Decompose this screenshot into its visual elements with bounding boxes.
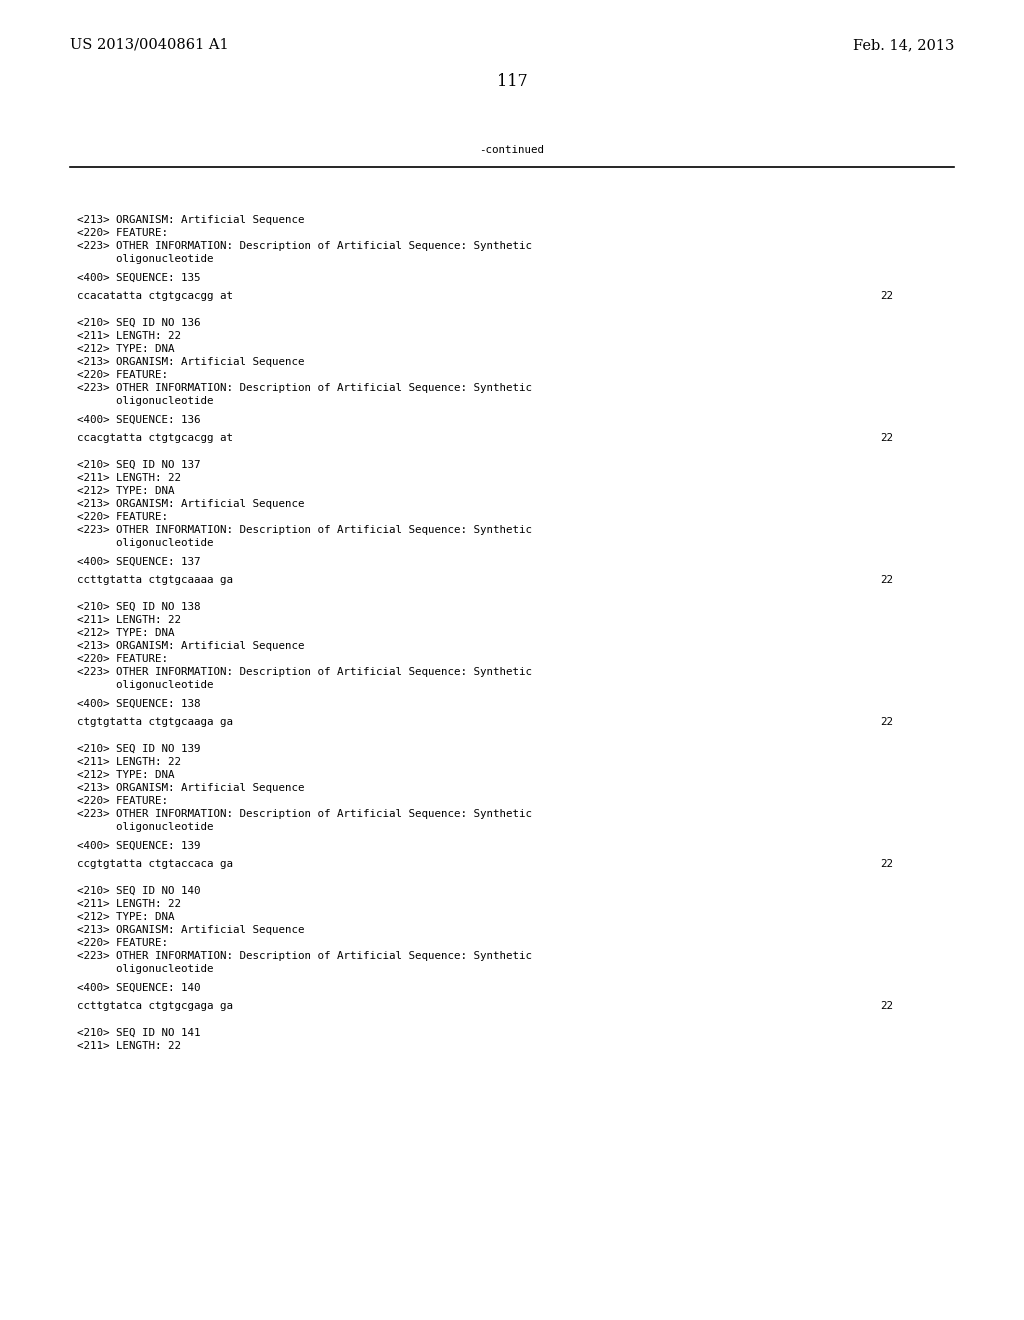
Text: US 2013/0040861 A1: US 2013/0040861 A1 — [70, 38, 228, 51]
Text: <400> SEQUENCE: 140: <400> SEQUENCE: 140 — [77, 983, 201, 993]
Text: <223> OTHER INFORMATION: Description of Artificial Sequence: Synthetic: <223> OTHER INFORMATION: Description of … — [77, 525, 531, 535]
Text: <212> TYPE: DNA: <212> TYPE: DNA — [77, 912, 174, 921]
Text: 22: 22 — [880, 290, 893, 301]
Text: ccgtgtatta ctgtaccaca ga: ccgtgtatta ctgtaccaca ga — [77, 859, 232, 869]
Text: <400> SEQUENCE: 136: <400> SEQUENCE: 136 — [77, 414, 201, 425]
Text: ctgtgtatta ctgtgcaaga ga: ctgtgtatta ctgtgcaaga ga — [77, 717, 232, 727]
Text: <210> SEQ ID NO 141: <210> SEQ ID NO 141 — [77, 1028, 201, 1038]
Text: <223> OTHER INFORMATION: Description of Artificial Sequence: Synthetic: <223> OTHER INFORMATION: Description of … — [77, 809, 531, 818]
Text: <212> TYPE: DNA: <212> TYPE: DNA — [77, 345, 174, 354]
Text: 117: 117 — [497, 74, 527, 91]
Text: ccttgtatta ctgtgcaaaa ga: ccttgtatta ctgtgcaaaa ga — [77, 576, 232, 585]
Text: <213> ORGANISM: Artificial Sequence: <213> ORGANISM: Artificial Sequence — [77, 215, 304, 224]
Text: <210> SEQ ID NO 137: <210> SEQ ID NO 137 — [77, 459, 201, 470]
Text: 22: 22 — [880, 717, 893, 727]
Text: ccacatatta ctgtgcacgg at: ccacatatta ctgtgcacgg at — [77, 290, 232, 301]
Text: <400> SEQUENCE: 139: <400> SEQUENCE: 139 — [77, 841, 201, 851]
Text: <211> LENGTH: 22: <211> LENGTH: 22 — [77, 615, 181, 624]
Text: <210> SEQ ID NO 138: <210> SEQ ID NO 138 — [77, 602, 201, 612]
Text: <220> FEATURE:: <220> FEATURE: — [77, 370, 168, 380]
Text: oligonucleotide: oligonucleotide — [77, 964, 213, 974]
Text: <211> LENGTH: 22: <211> LENGTH: 22 — [77, 756, 181, 767]
Text: <223> OTHER INFORMATION: Description of Artificial Sequence: Synthetic: <223> OTHER INFORMATION: Description of … — [77, 383, 531, 393]
Text: <210> SEQ ID NO 140: <210> SEQ ID NO 140 — [77, 886, 201, 896]
Text: oligonucleotide: oligonucleotide — [77, 396, 213, 407]
Text: <223> OTHER INFORMATION: Description of Artificial Sequence: Synthetic: <223> OTHER INFORMATION: Description of … — [77, 242, 531, 251]
Text: <211> LENGTH: 22: <211> LENGTH: 22 — [77, 899, 181, 909]
Text: 22: 22 — [880, 1001, 893, 1011]
Text: <400> SEQUENCE: 138: <400> SEQUENCE: 138 — [77, 700, 201, 709]
Text: <210> SEQ ID NO 139: <210> SEQ ID NO 139 — [77, 744, 201, 754]
Text: -continued: -continued — [479, 145, 545, 154]
Text: Feb. 14, 2013: Feb. 14, 2013 — [853, 38, 954, 51]
Text: 22: 22 — [880, 576, 893, 585]
Text: ccacgtatta ctgtgcacgg at: ccacgtatta ctgtgcacgg at — [77, 433, 232, 444]
Text: <400> SEQUENCE: 135: <400> SEQUENCE: 135 — [77, 273, 201, 282]
Text: <220> FEATURE:: <220> FEATURE: — [77, 939, 168, 948]
Text: <220> FEATURE:: <220> FEATURE: — [77, 512, 168, 521]
Text: 22: 22 — [880, 433, 893, 444]
Text: <212> TYPE: DNA: <212> TYPE: DNA — [77, 770, 174, 780]
Text: oligonucleotide: oligonucleotide — [77, 253, 213, 264]
Text: oligonucleotide: oligonucleotide — [77, 822, 213, 832]
Text: <223> OTHER INFORMATION: Description of Artificial Sequence: Synthetic: <223> OTHER INFORMATION: Description of … — [77, 667, 531, 677]
Text: <213> ORGANISM: Artificial Sequence: <213> ORGANISM: Artificial Sequence — [77, 356, 304, 367]
Text: <223> OTHER INFORMATION: Description of Artificial Sequence: Synthetic: <223> OTHER INFORMATION: Description of … — [77, 950, 531, 961]
Text: <213> ORGANISM: Artificial Sequence: <213> ORGANISM: Artificial Sequence — [77, 642, 304, 651]
Text: <211> LENGTH: 22: <211> LENGTH: 22 — [77, 473, 181, 483]
Text: 22: 22 — [880, 859, 893, 869]
Text: <213> ORGANISM: Artificial Sequence: <213> ORGANISM: Artificial Sequence — [77, 783, 304, 793]
Text: <213> ORGANISM: Artificial Sequence: <213> ORGANISM: Artificial Sequence — [77, 499, 304, 510]
Text: ccttgtatca ctgtgcgaga ga: ccttgtatca ctgtgcgaga ga — [77, 1001, 232, 1011]
Text: <220> FEATURE:: <220> FEATURE: — [77, 653, 168, 664]
Text: <210> SEQ ID NO 136: <210> SEQ ID NO 136 — [77, 318, 201, 327]
Text: <400> SEQUENCE: 137: <400> SEQUENCE: 137 — [77, 557, 201, 568]
Text: oligonucleotide: oligonucleotide — [77, 539, 213, 548]
Text: <220> FEATURE:: <220> FEATURE: — [77, 228, 168, 238]
Text: <212> TYPE: DNA: <212> TYPE: DNA — [77, 486, 174, 496]
Text: <211> LENGTH: 22: <211> LENGTH: 22 — [77, 1041, 181, 1051]
Text: <212> TYPE: DNA: <212> TYPE: DNA — [77, 628, 174, 638]
Text: oligonucleotide: oligonucleotide — [77, 680, 213, 690]
Text: <220> FEATURE:: <220> FEATURE: — [77, 796, 168, 807]
Text: <213> ORGANISM: Artificial Sequence: <213> ORGANISM: Artificial Sequence — [77, 925, 304, 935]
Text: <211> LENGTH: 22: <211> LENGTH: 22 — [77, 331, 181, 341]
